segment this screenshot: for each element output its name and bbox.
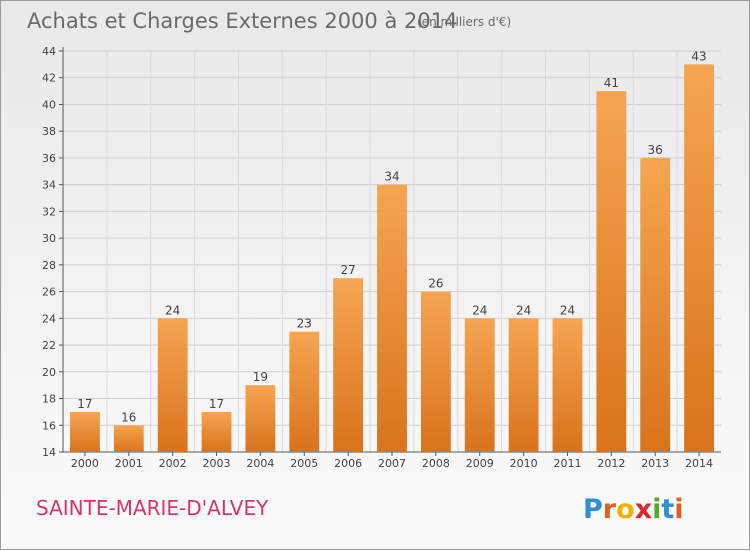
bar-2010 bbox=[508, 318, 539, 452]
value-label-2006: 27 bbox=[340, 263, 355, 277]
x-tick-label-2002: 2002 bbox=[159, 457, 187, 470]
x-tick-label-2006: 2006 bbox=[334, 457, 362, 470]
commune-name: SAINTE-MARIE-D'ALVEY bbox=[36, 496, 269, 520]
value-label-2005: 23 bbox=[297, 317, 312, 331]
bar-2013 bbox=[640, 157, 671, 452]
bar-2001 bbox=[113, 425, 144, 452]
y-tick-label-44: 44 bbox=[42, 45, 56, 58]
value-label-2012: 41 bbox=[604, 76, 619, 90]
y-tick-label-40: 40 bbox=[42, 98, 56, 111]
logo-letter-4: i bbox=[652, 494, 661, 525]
y-tick-label-36: 36 bbox=[42, 152, 56, 165]
y-tick-label-38: 38 bbox=[42, 125, 56, 138]
x-tick-label-2011: 2011 bbox=[553, 457, 581, 470]
value-label-2004: 19 bbox=[253, 370, 268, 384]
x-tick-label-2012: 2012 bbox=[597, 457, 625, 470]
chart-subtitle: (en milliers d'€) bbox=[417, 15, 511, 29]
x-tick-label-2003: 2003 bbox=[203, 457, 231, 470]
logo-letter-1: r bbox=[603, 494, 617, 525]
y-tick-label-42: 42 bbox=[42, 72, 56, 85]
y-tick-label-28: 28 bbox=[42, 259, 56, 272]
x-tick-label-2000: 2000 bbox=[71, 457, 99, 470]
logo-letter-0: P bbox=[583, 494, 603, 525]
bar-2003 bbox=[201, 411, 232, 452]
y-tick-label-16: 16 bbox=[42, 419, 56, 432]
value-label-2011: 24 bbox=[560, 303, 575, 317]
y-tick-label-32: 32 bbox=[42, 205, 56, 218]
bar-2000 bbox=[70, 411, 100, 452]
bar-2012 bbox=[596, 91, 627, 452]
x-tick-label-2013: 2013 bbox=[641, 457, 669, 470]
bar-2008 bbox=[420, 291, 451, 452]
x-tick-label-2005: 2005 bbox=[290, 457, 318, 470]
x-tick-label-2010: 2010 bbox=[510, 457, 538, 470]
y-tick-label-22: 22 bbox=[42, 339, 56, 352]
logo-letter-5: t bbox=[661, 494, 674, 525]
value-label-2001: 16 bbox=[121, 410, 136, 424]
x-tick-label-2007: 2007 bbox=[378, 457, 406, 470]
value-label-2007: 34 bbox=[384, 170, 399, 184]
value-label-2000: 17 bbox=[77, 397, 92, 411]
x-tick-label-2014: 2014 bbox=[685, 457, 713, 470]
bar-2007 bbox=[377, 184, 407, 452]
value-label-2010: 24 bbox=[516, 303, 531, 317]
y-tick-label-34: 34 bbox=[42, 179, 56, 192]
chart-title: Achats et Charges Externes 2000 à 2014 bbox=[27, 9, 457, 33]
bar-2009 bbox=[464, 318, 495, 452]
bar-2006 bbox=[333, 278, 364, 452]
y-tick-label-20: 20 bbox=[42, 366, 56, 379]
y-tick-label-18: 18 bbox=[42, 393, 56, 406]
x-tick-label-2001: 2001 bbox=[115, 457, 143, 470]
value-label-2014: 43 bbox=[691, 49, 706, 63]
logo-letter-2: o bbox=[616, 494, 635, 525]
y-tick-label-30: 30 bbox=[42, 232, 56, 245]
proxiti-logo: Proxiti bbox=[583, 494, 684, 525]
y-tick-label-24: 24 bbox=[42, 312, 56, 325]
logo-letter-3: x bbox=[635, 494, 652, 525]
bar-2004 bbox=[245, 385, 276, 452]
value-label-2002: 24 bbox=[165, 303, 180, 317]
value-label-2003: 17 bbox=[209, 397, 224, 411]
x-tick-label-2009: 2009 bbox=[466, 457, 494, 470]
logo-letter-6: i bbox=[674, 494, 683, 525]
bar-2005 bbox=[289, 331, 320, 452]
bar-2014 bbox=[684, 64, 714, 452]
x-tick-label-2008: 2008 bbox=[422, 457, 450, 470]
bar-2002 bbox=[157, 318, 188, 452]
y-tick-label-14: 14 bbox=[42, 446, 56, 459]
grid-lines bbox=[63, 50, 721, 452]
labels: 17 16 24 17 19 23 27 34 26 24 24 24 41 36 43 bbox=[77, 49, 706, 424]
value-label-2009: 24 bbox=[472, 303, 487, 317]
value-label-2013: 36 bbox=[648, 143, 663, 157]
value-label-2008: 26 bbox=[428, 277, 443, 291]
bar-2011 bbox=[552, 318, 583, 452]
bars bbox=[70, 64, 714, 452]
axes: 14 16 18 20 22 24 26 28 30 32 34 36 38 40 42 44 2000 2001… bbox=[42, 45, 721, 470]
x-tick-label-2004: 2004 bbox=[246, 457, 274, 470]
y-tick-label-26: 26 bbox=[42, 286, 56, 299]
